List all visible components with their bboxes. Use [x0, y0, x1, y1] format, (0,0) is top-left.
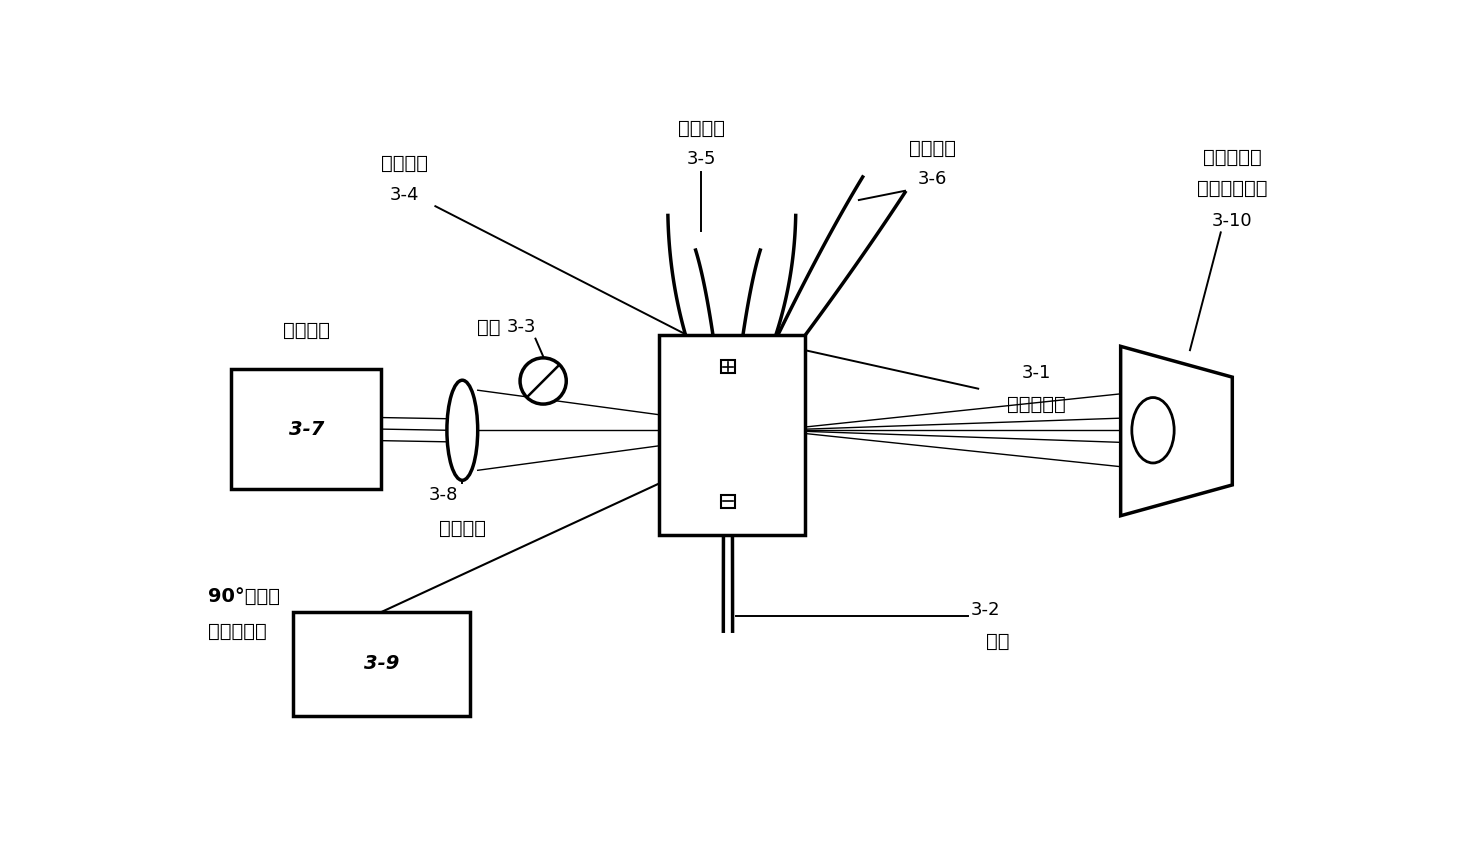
Text: 和轴向光损失: 和轴向光损失 — [1197, 179, 1267, 198]
Text: 电极: 电极 — [477, 318, 501, 337]
Text: 前向光散射: 前向光散射 — [1203, 148, 1261, 167]
Bar — [658, 335, 805, 535]
Text: 3-5: 3-5 — [686, 150, 716, 168]
Text: 样本流束: 样本流束 — [908, 139, 956, 158]
Bar — [293, 612, 470, 716]
Text: 3-1: 3-1 — [1021, 365, 1051, 383]
Text: 激光光源: 激光光源 — [283, 321, 330, 341]
Text: 鳘套流束: 鳘套流束 — [677, 119, 725, 138]
Text: 3-6: 3-6 — [917, 170, 947, 188]
Text: 3-3: 3-3 — [507, 318, 535, 336]
Text: 微孔: 微孔 — [986, 631, 1009, 651]
Text: 3-10: 3-10 — [1212, 212, 1252, 230]
Text: 或荧光探测: 或荧光探测 — [207, 622, 267, 641]
Text: 3-7: 3-7 — [289, 419, 325, 439]
Text: 微孔电流: 微孔电流 — [381, 154, 428, 173]
Text: 3-8: 3-8 — [428, 486, 458, 504]
Text: 90°光散射: 90°光散射 — [207, 587, 280, 606]
Polygon shape — [1120, 346, 1233, 515]
Text: 3-2: 3-2 — [971, 602, 1000, 619]
Text: 聚焦透镜: 聚焦透镜 — [439, 520, 486, 538]
Bar — [722, 494, 735, 508]
Bar — [231, 370, 381, 489]
Bar — [722, 360, 735, 373]
Circle shape — [520, 358, 566, 404]
Text: 流式细胞盒: 流式细胞盒 — [1006, 394, 1066, 413]
Text: 3-4: 3-4 — [390, 186, 419, 204]
Ellipse shape — [1132, 398, 1174, 463]
Text: 3-9: 3-9 — [363, 654, 399, 673]
Ellipse shape — [448, 380, 477, 481]
